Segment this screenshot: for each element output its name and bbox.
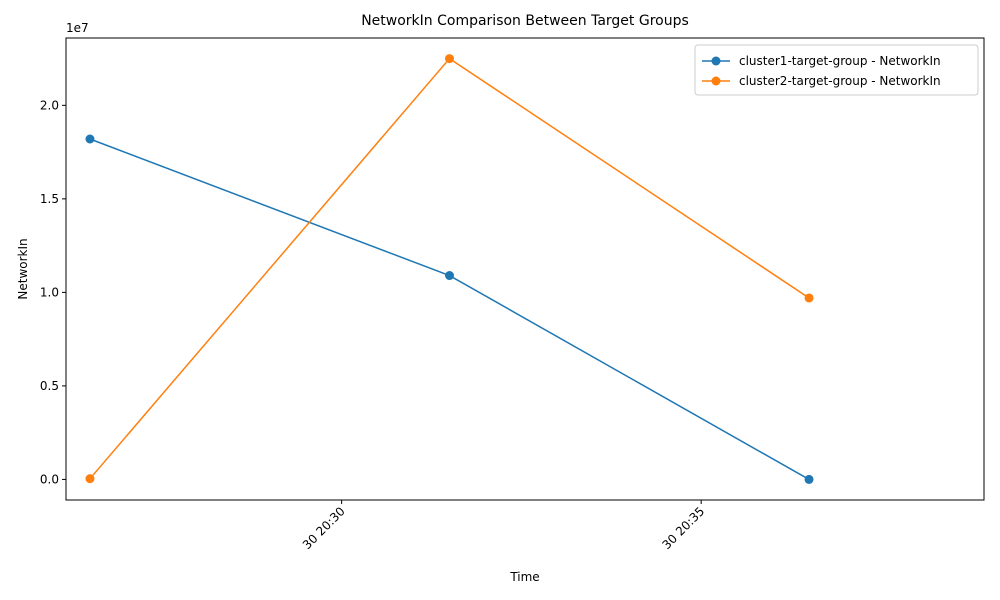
data-point-cluster2 (444, 54, 454, 64)
y-axis: 0.0 0.5 1.0 1.5 2.0 (40, 98, 66, 486)
series-layer (85, 54, 814, 484)
data-point-cluster2 (85, 474, 95, 484)
legend-marker-cluster2 (711, 76, 721, 86)
data-point-cluster1 (85, 134, 95, 144)
legend-item-cluster1: cluster1-target-group - NetworkIn (702, 54, 941, 68)
x-axis-label: Time (509, 570, 539, 584)
legend-item-cluster2: cluster2-target-group - NetworkIn (702, 74, 941, 88)
legend: cluster1-target-group - NetworkIn cluste… (694, 44, 979, 96)
y-axis-label: NetworkIn (16, 238, 30, 299)
legend-label-cluster2: cluster2-target-group - NetworkIn (739, 74, 941, 88)
plot-area (65, 37, 985, 501)
y-tick-label: 2.0 (40, 98, 59, 112)
plot-frame (65, 37, 985, 501)
data-point-cluster2 (804, 293, 814, 303)
legend-label-cluster1: cluster1-target-group - NetworkIn (739, 54, 941, 68)
legend-marker-cluster1 (711, 56, 721, 66)
data-point-cluster1 (444, 271, 454, 281)
y-tick-label: 0.0 (40, 472, 59, 486)
y-offset-text: 1e7 (66, 21, 89, 35)
chart-title: NetworkIn Comparison Between Target Grou… (361, 13, 689, 29)
y-tick-label: 1.5 (40, 192, 59, 206)
y-tick-label: 1.0 (40, 285, 59, 299)
data-point-cluster1 (804, 474, 814, 484)
y-tick-label: 0.5 (40, 379, 59, 393)
legend-box (694, 44, 979, 96)
